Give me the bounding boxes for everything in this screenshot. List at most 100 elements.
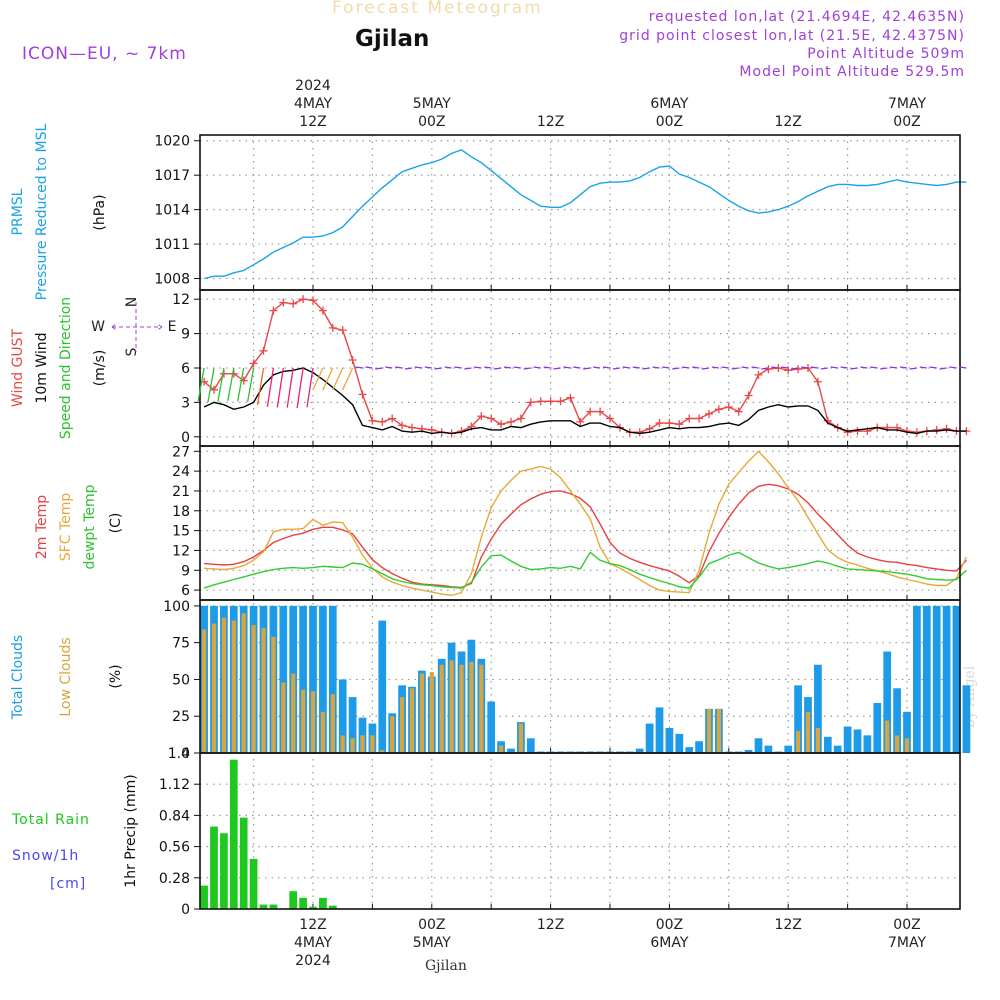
wind-barb	[404, 367, 413, 370]
gust-marker	[309, 296, 317, 305]
y-tick-label: 0	[181, 430, 190, 446]
wind-barb	[622, 366, 630, 369]
label-snow: Snow/1h	[12, 848, 79, 864]
bar-total-clouds	[853, 729, 862, 753]
wind-barb	[237, 367, 245, 402]
top-time-label: 6MAY	[650, 96, 688, 112]
panel-clouds: 0 25 50 75 100	[163, 599, 971, 762]
gust-marker	[487, 414, 496, 423]
gust-marker	[566, 393, 575, 402]
grid-point-coords: grid point closest lon,lat (21.5E, 42.43…	[619, 28, 965, 44]
gust-marker	[388, 414, 397, 423]
wind-barb	[662, 366, 670, 369]
model-altitude: Model Point Altitude 529.5m	[739, 64, 965, 80]
label-wind-gust: Wind GUST	[10, 328, 26, 407]
line-prmsl	[203, 149, 967, 280]
y-tick-label: 9	[181, 327, 190, 343]
gust-marker	[259, 346, 268, 355]
label-snow-unit: [cm]	[50, 876, 86, 892]
gust-marker	[289, 299, 298, 308]
y-tick-label: 75	[172, 636, 190, 652]
gust-marker	[586, 407, 595, 416]
wind-barb	[959, 366, 967, 369]
wind-barb	[880, 367, 888, 370]
gust-marker	[249, 359, 258, 368]
y-tick-label: 100	[163, 599, 190, 615]
bottom-time-label: 12Z	[774, 917, 801, 933]
bar-total-clouds	[922, 605, 931, 753]
wind-barb	[464, 367, 472, 370]
model-label: ICON—EU, ~ 7km	[22, 44, 187, 64]
wind-barb	[207, 367, 215, 403]
wind-barb	[919, 366, 927, 369]
gust-marker	[279, 298, 288, 307]
gust-marker	[645, 424, 654, 433]
wind-barb	[771, 366, 779, 369]
wind-barb	[523, 367, 531, 370]
wind-barb	[266, 367, 275, 407]
wind-barb	[454, 366, 462, 369]
bar-total-clouds	[319, 605, 327, 753]
bar-total-clouds	[328, 605, 337, 753]
footer-location: Gjilan	[425, 958, 467, 974]
bar-total-clouds	[309, 605, 317, 753]
wind-barb	[484, 366, 492, 369]
wind-barb	[444, 366, 452, 369]
bar-low-clouds	[310, 691, 316, 753]
y-tick-label: 1020	[154, 134, 190, 150]
bar-total-clouds	[893, 688, 901, 753]
y-tick-label: 0	[181, 902, 190, 918]
wind-barb	[593, 366, 601, 369]
wind-barb	[306, 367, 314, 408]
gust-marker	[942, 424, 951, 433]
bar-total-clouds	[932, 605, 941, 753]
gust-marker	[210, 385, 218, 394]
line-10m-wind	[203, 367, 967, 435]
bar-low-clouds	[221, 617, 227, 753]
label-speed-direction: Speed and Direction	[58, 297, 74, 439]
bar-low-clouds	[706, 708, 712, 753]
bottom-time-label: 6MAY	[650, 935, 688, 951]
bar-low-clouds	[300, 689, 306, 753]
bar-low-clouds	[518, 723, 524, 753]
gust-marker	[596, 407, 605, 416]
wind-barb	[899, 366, 908, 369]
bar-total-rain	[319, 897, 327, 909]
bar-total-rain	[289, 891, 298, 909]
top-time-label: 4MAY	[294, 96, 332, 112]
panel-frame	[199, 445, 961, 601]
wind-barb	[256, 367, 265, 406]
bar-total-clouds	[814, 664, 822, 753]
wind-barb	[424, 366, 432, 369]
top-time-label: 2024	[295, 78, 331, 94]
wind-barb	[543, 366, 551, 369]
bar-total-clouds	[784, 745, 793, 753]
bar-total-clouds	[675, 733, 684, 753]
bar-total-clouds	[883, 651, 892, 753]
bar-total-clouds	[279, 605, 288, 753]
y-tick-label: 0.56	[159, 840, 190, 856]
line-2m-temp	[204, 483, 967, 589]
wind-barb	[820, 367, 828, 370]
gust-marker	[576, 417, 585, 426]
bar-total-clouds	[863, 735, 872, 753]
wind-barb	[395, 366, 403, 369]
gust-marker	[378, 417, 387, 426]
wind-barb	[227, 367, 235, 401]
gust-marker	[507, 417, 515, 426]
bar-low-clouds	[805, 711, 811, 753]
wind-barb	[632, 366, 640, 369]
bar-low-clouds	[429, 672, 434, 753]
gust-marker	[675, 420, 684, 429]
wind-barb	[830, 366, 838, 369]
wind-barb	[365, 366, 373, 369]
y-tick-label: 1008	[154, 272, 190, 288]
wind-barb	[197, 367, 205, 402]
wind-barb	[850, 367, 858, 370]
wind-barb	[414, 366, 422, 369]
label-prmsl: PRMSL	[10, 188, 26, 235]
gust-marker	[299, 295, 308, 304]
wind-barb	[513, 366, 521, 369]
bottom-time-label: 00Z	[418, 917, 445, 933]
